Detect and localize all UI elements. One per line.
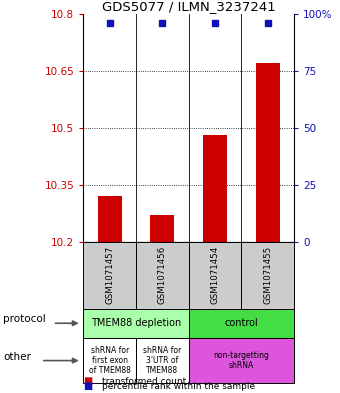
Text: shRNA for
3'UTR of
TMEM88: shRNA for 3'UTR of TMEM88 xyxy=(143,346,182,375)
Text: ■: ■ xyxy=(83,381,92,391)
Bar xyxy=(203,135,227,242)
Text: GSM1071455: GSM1071455 xyxy=(263,246,272,304)
Text: percentile rank within the sample: percentile rank within the sample xyxy=(102,382,255,391)
Text: GSM1071456: GSM1071456 xyxy=(158,246,167,304)
Bar xyxy=(151,215,174,242)
Text: non-targetting
shRNA: non-targetting shRNA xyxy=(214,351,269,370)
Text: GSM1071454: GSM1071454 xyxy=(210,246,220,304)
Text: protocol: protocol xyxy=(3,314,46,324)
Text: GSM1071457: GSM1071457 xyxy=(105,246,114,304)
Title: GDS5077 / ILMN_3237241: GDS5077 / ILMN_3237241 xyxy=(102,0,276,13)
Bar xyxy=(98,196,121,242)
Bar xyxy=(256,63,279,242)
Text: TMEM88 depletion: TMEM88 depletion xyxy=(91,318,181,328)
Text: shRNA for
first exon
of TMEM88: shRNA for first exon of TMEM88 xyxy=(89,346,131,375)
Text: ■: ■ xyxy=(83,376,92,386)
Text: other: other xyxy=(3,352,31,362)
Text: transformed count: transformed count xyxy=(102,377,186,386)
Text: control: control xyxy=(224,318,258,328)
